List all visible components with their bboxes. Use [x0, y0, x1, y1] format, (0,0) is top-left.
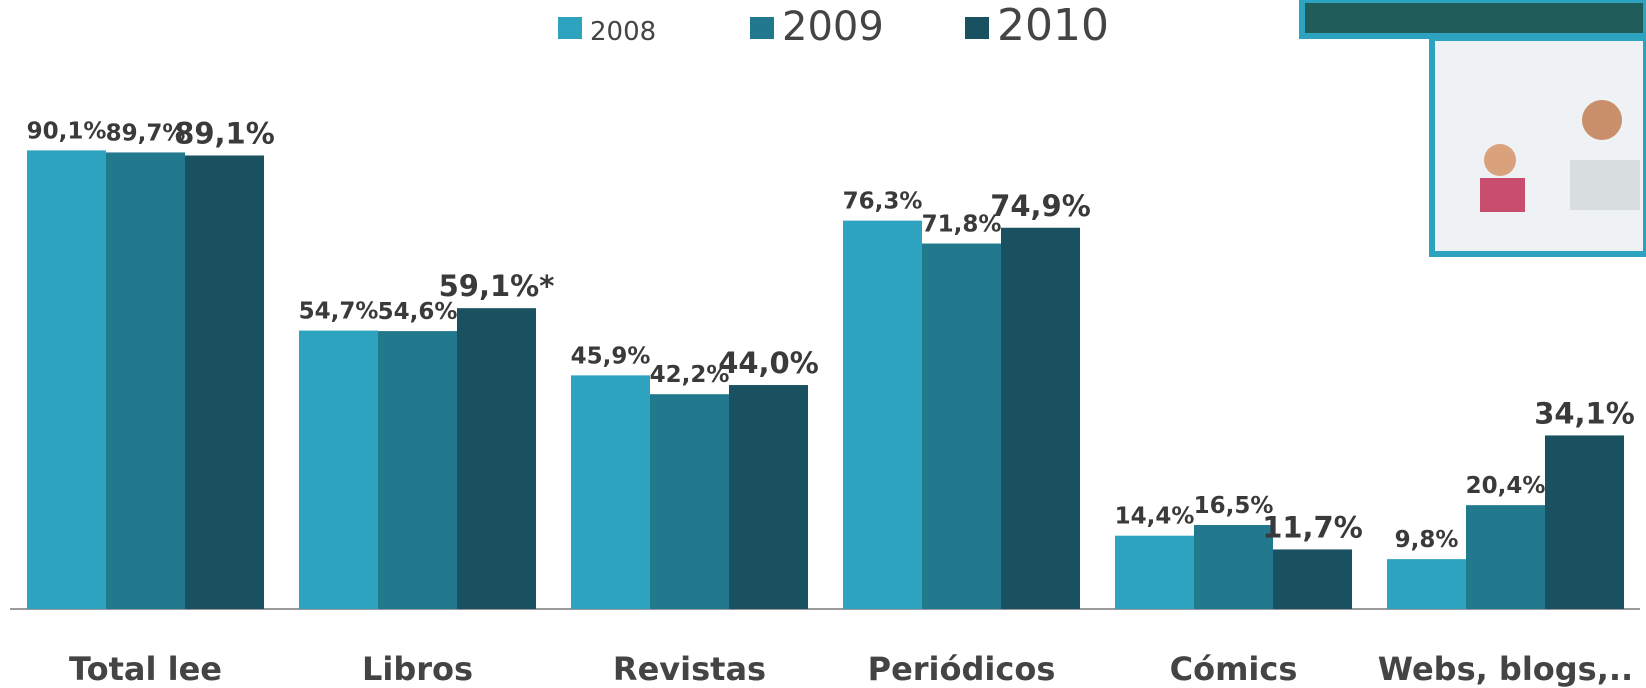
- value-label: 76,3%: [843, 189, 923, 215]
- bar: [1545, 435, 1624, 609]
- value-label: 14,4%: [1115, 504, 1195, 530]
- value-label: 34,1%: [1534, 396, 1635, 430]
- legend-swatch: [558, 17, 582, 39]
- value-label: 54,6%: [378, 299, 458, 325]
- bar: [1194, 525, 1273, 609]
- bar: [1115, 535, 1194, 609]
- value-label: 54,7%: [299, 299, 379, 325]
- x-tick-label: Cómics: [1170, 650, 1298, 688]
- x-tick-label: Libros: [362, 650, 473, 688]
- bar: [27, 150, 106, 610]
- bar: [650, 394, 729, 609]
- legend-swatch: [750, 17, 774, 39]
- value-label: 71,8%: [922, 212, 1002, 238]
- x-tick-label: Webs, blogs,..: [1378, 650, 1633, 688]
- x-tick-label: Revistas: [613, 650, 766, 688]
- photo-figure: [1582, 100, 1622, 140]
- legend-label: 2009: [782, 4, 884, 50]
- value-label: 9,8%: [1395, 527, 1459, 553]
- bar: [729, 385, 808, 609]
- bar: [378, 331, 457, 609]
- legend-label: 2008: [590, 17, 656, 47]
- value-label: 16,5%: [1194, 493, 1274, 519]
- value-label: 90,1%: [27, 118, 107, 144]
- bar: [571, 375, 650, 609]
- value-label: 89,1%: [174, 116, 275, 150]
- value-label: 74,9%: [990, 189, 1091, 223]
- x-tick-label: Periódicos: [868, 650, 1056, 688]
- value-label: 89,7%: [106, 120, 186, 146]
- bar: [299, 330, 378, 609]
- legend-swatch: [965, 17, 989, 39]
- bar: [843, 220, 922, 609]
- photo: [1429, 35, 1646, 257]
- value-label: 11,7%: [1262, 510, 1363, 544]
- value-label: 45,9%: [571, 343, 651, 369]
- bar: [1273, 549, 1352, 609]
- bar: [106, 152, 185, 609]
- bar: [922, 243, 1001, 609]
- bar: [1387, 559, 1466, 609]
- bar: [457, 308, 536, 609]
- value-label: 42,2%: [650, 362, 730, 388]
- x-tick-label: Total lee: [69, 650, 222, 688]
- photo-figure: [1570, 160, 1640, 210]
- value-label: 20,4%: [1466, 473, 1546, 499]
- photo: [1299, 0, 1646, 39]
- bar: [1466, 505, 1545, 609]
- photo-figure: [1480, 178, 1525, 212]
- value-label: 44,0%: [718, 346, 819, 380]
- value-label: 59,1%*: [439, 269, 555, 303]
- bar: [1001, 227, 1080, 609]
- photo-figure: [1484, 144, 1516, 176]
- legend-label: 2010: [997, 0, 1109, 51]
- bar: [185, 155, 264, 609]
